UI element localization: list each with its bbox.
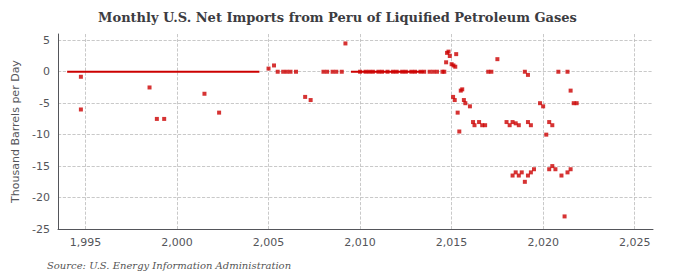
svg-text:2,010: 2,010 — [344, 236, 376, 249]
svg-text:-10: -10 — [32, 128, 50, 141]
svg-text:Source: U.S. Energy Informatio: Source: U.S. Energy Information Administ… — [47, 260, 291, 271]
svg-text:Thousand Barrels per Day: Thousand Barrels per Day — [9, 60, 22, 204]
svg-text:-15: -15 — [32, 160, 50, 173]
svg-text:-25: -25 — [32, 223, 50, 236]
svg-text:-20: -20 — [32, 191, 50, 204]
svg-text:2,015: 2,015 — [436, 236, 468, 249]
svg-text:-5: -5 — [39, 97, 50, 110]
svg-text:5: 5 — [43, 34, 50, 47]
svg-text:2,025: 2,025 — [619, 236, 651, 249]
svg-text:2,020: 2,020 — [527, 236, 559, 249]
svg-text:1,995: 1,995 — [70, 236, 102, 249]
svg-text:0: 0 — [43, 65, 50, 78]
svg-text:Monthly U.S. Net Imports from: Monthly U.S. Net Imports from Peru of Li… — [98, 10, 577, 25]
svg-text:2,005: 2,005 — [253, 236, 285, 249]
svg-text:2,000: 2,000 — [161, 236, 193, 249]
